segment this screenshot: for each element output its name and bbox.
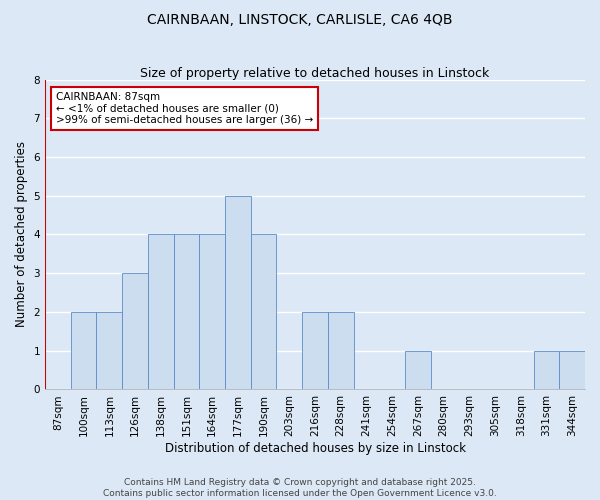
Bar	[328, 312, 353, 390]
Bar	[559, 350, 585, 390]
Bar	[405, 350, 431, 390]
Bar	[122, 273, 148, 390]
Bar	[148, 234, 173, 390]
Bar	[533, 350, 559, 390]
Bar	[97, 312, 122, 390]
Bar	[251, 234, 277, 390]
Y-axis label: Number of detached properties: Number of detached properties	[15, 142, 28, 328]
Bar	[173, 234, 199, 390]
Text: CAIRNBAAN, LINSTOCK, CARLISLE, CA6 4QB: CAIRNBAAN, LINSTOCK, CARLISLE, CA6 4QB	[147, 12, 453, 26]
Text: Contains HM Land Registry data © Crown copyright and database right 2025.
Contai: Contains HM Land Registry data © Crown c…	[103, 478, 497, 498]
Bar	[71, 312, 97, 390]
Text: CAIRNBAAN: 87sqm
← <1% of detached houses are smaller (0)
>99% of semi-detached : CAIRNBAAN: 87sqm ← <1% of detached house…	[56, 92, 313, 125]
X-axis label: Distribution of detached houses by size in Linstock: Distribution of detached houses by size …	[164, 442, 466, 455]
Bar	[302, 312, 328, 390]
Bar	[199, 234, 225, 390]
Title: Size of property relative to detached houses in Linstock: Size of property relative to detached ho…	[140, 66, 490, 80]
Bar	[225, 196, 251, 390]
